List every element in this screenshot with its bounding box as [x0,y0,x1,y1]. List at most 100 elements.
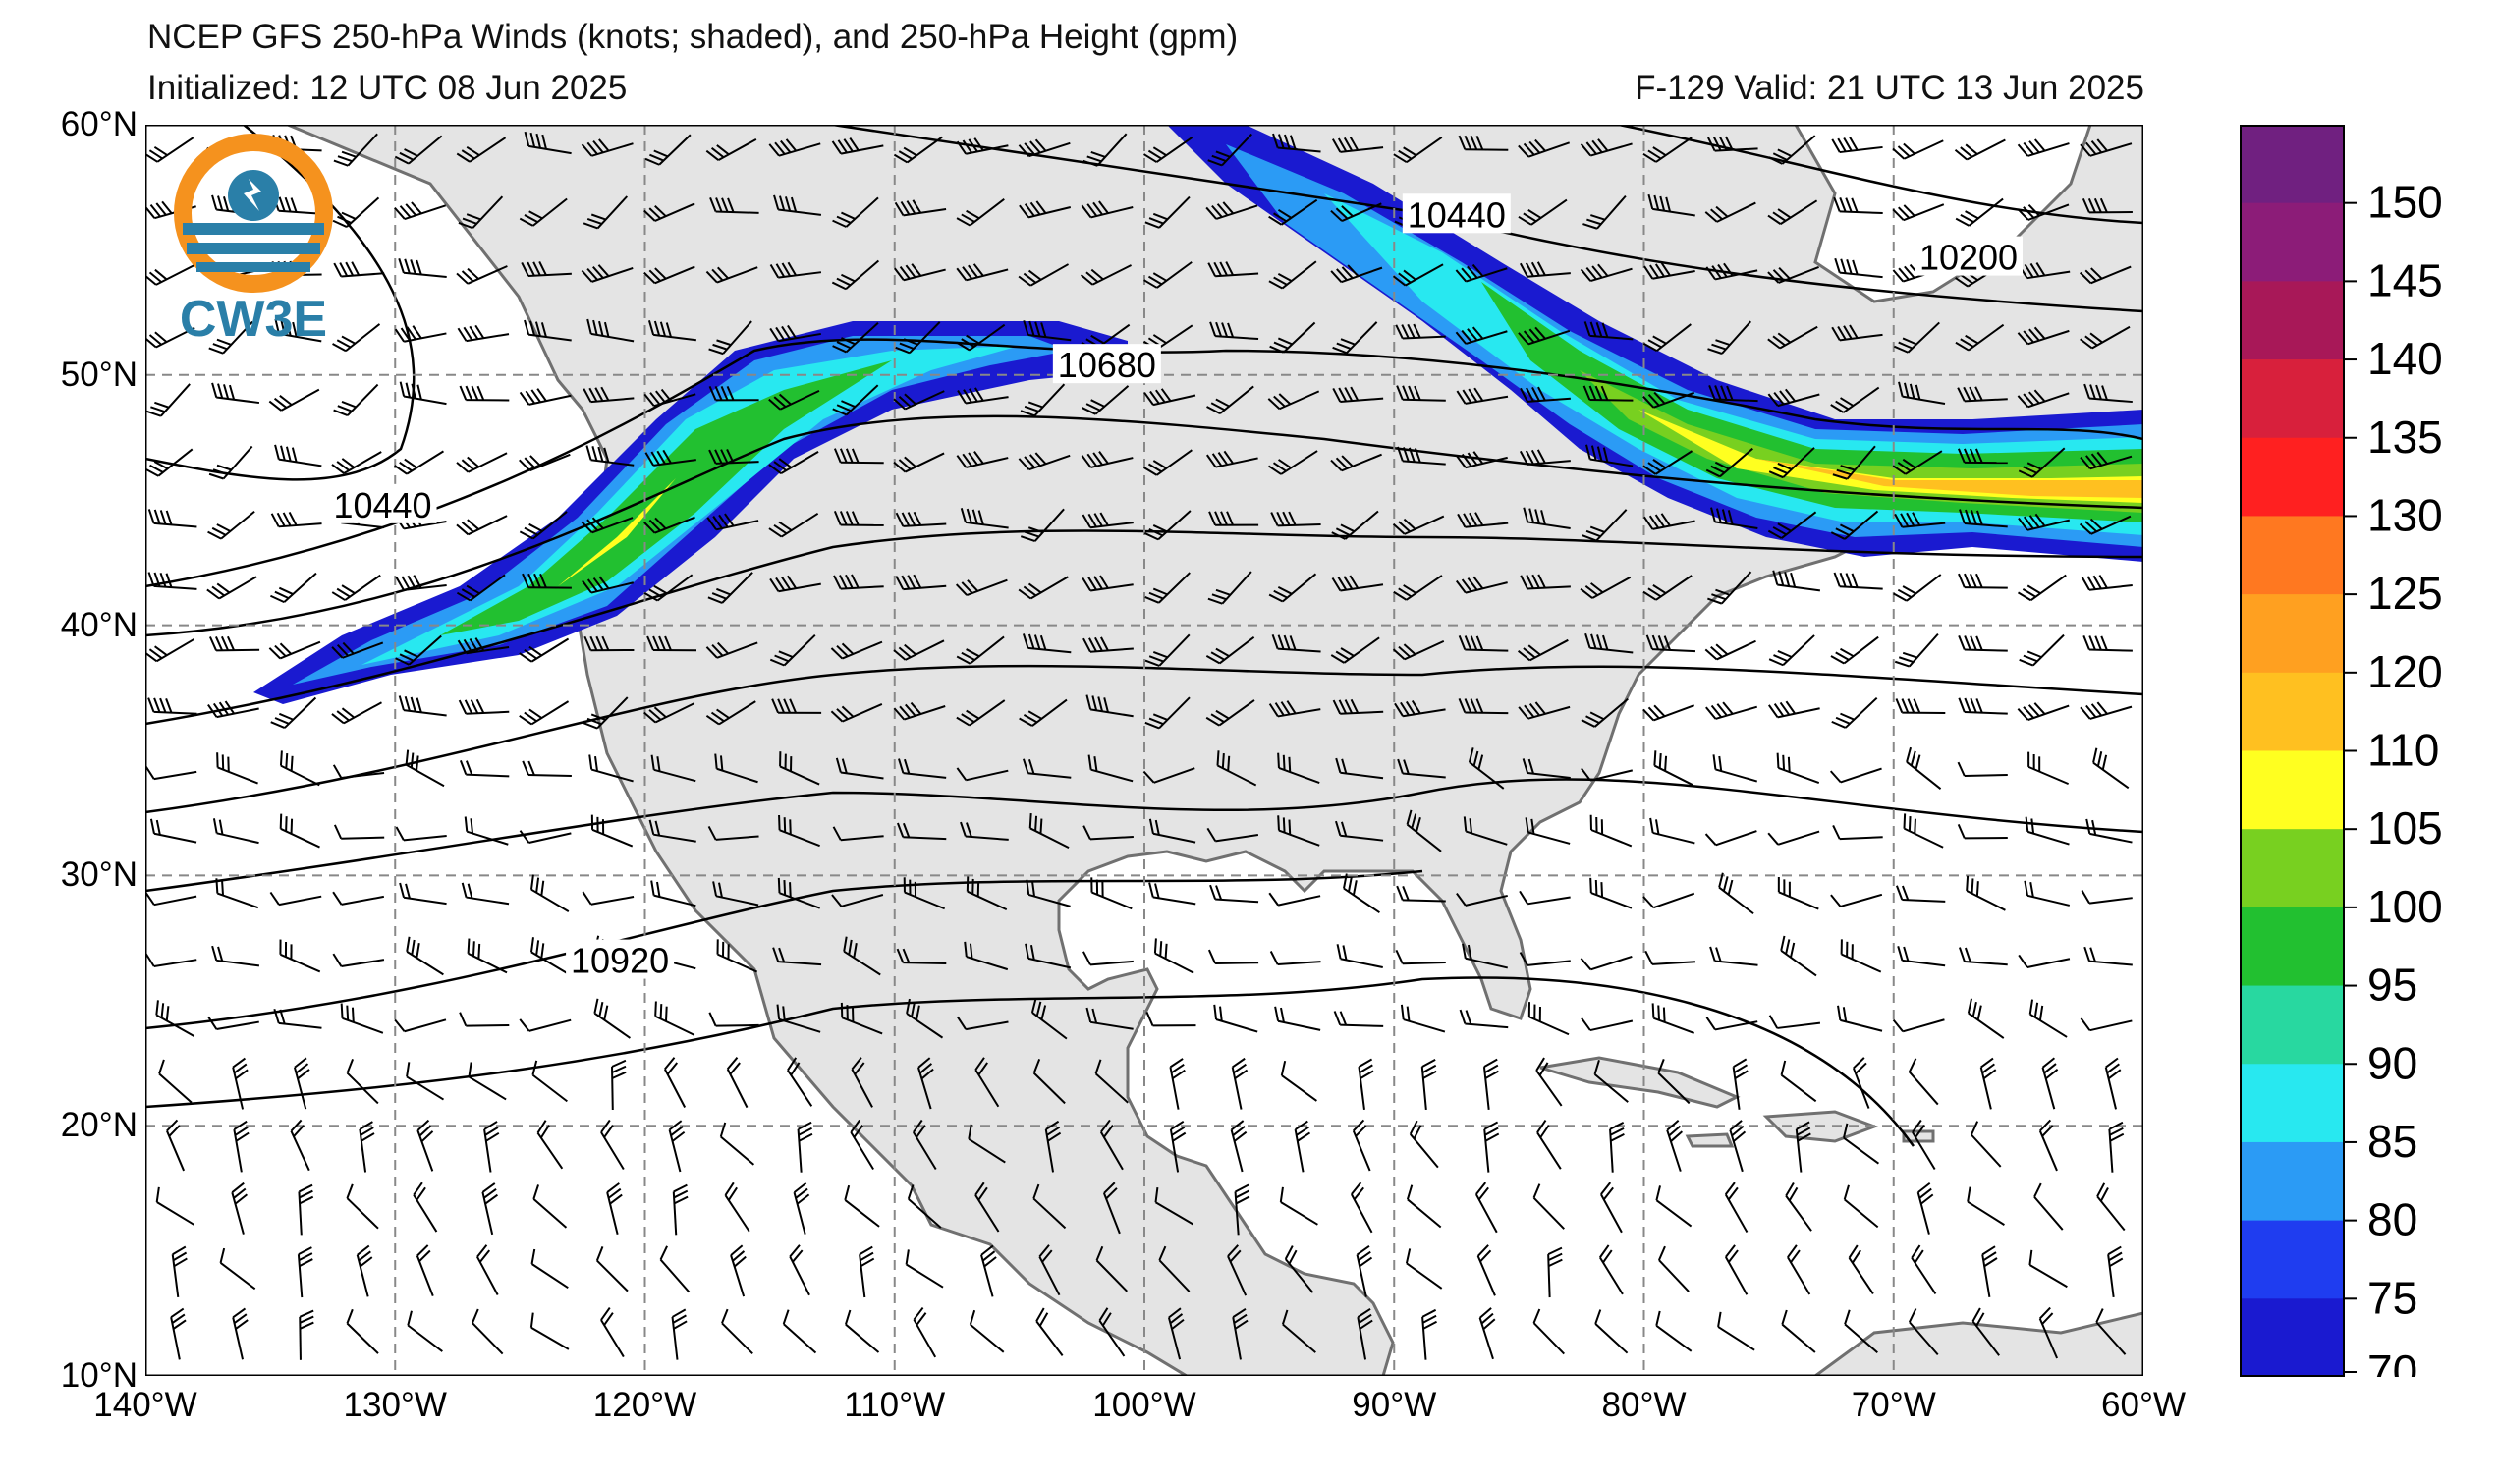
wind-barb [1158,1245,1191,1292]
logo-text: CW3E [180,291,327,348]
wind-barb [771,698,822,714]
wind-barb [2018,954,2071,968]
wind-barb [721,1308,753,1355]
wind-barb [1268,198,1318,226]
map-plot: 10440 10680 10440 10200 10920 CW3E [145,125,2143,1376]
wind-barb [1032,1183,1067,1230]
wind-barb [529,937,570,975]
wind-barb [1906,746,1942,790]
wind-barb [1967,998,2005,1039]
wind-barb [896,822,947,841]
lon-tick-label: 90°W [1352,1386,1437,1424]
wind-barb [1330,636,1380,664]
wind-barb [395,575,447,591]
wind-barb [457,324,510,343]
wind-barb [272,195,322,215]
contour-label: 10440 [333,485,431,525]
wind-barb [851,1057,873,1108]
wind-barb [208,445,253,480]
wind-barb [1518,198,1568,226]
wind-barb [585,445,635,467]
wind-barb [1979,1057,1997,1110]
wind-barb [290,1119,310,1172]
colorbar-segment [2241,594,2344,674]
wind-barb [529,1312,570,1350]
wind-barb [1527,1002,1570,1036]
colorbar-segment [2241,202,2344,282]
wind-barb [893,136,943,164]
wind-barb [643,202,695,222]
wind-barb [359,1121,375,1173]
wind-barb [716,939,758,973]
wind-barb [207,700,259,719]
wind-barb [1767,199,1818,225]
wind-barb [333,383,379,416]
wind-barb [1898,381,1946,405]
colorbar-tick-label: 145 [2367,254,2443,305]
wind-barb [413,1182,438,1233]
wind-barb [279,813,320,849]
wind-barb [1272,133,1321,153]
wind-barb [1393,575,1443,601]
wind-barb [1099,1119,1124,1171]
wind-barb [650,880,696,907]
wind-barb [671,1308,688,1360]
wind-barb [844,1184,880,1228]
wind-barb [1395,949,1446,965]
wind-barb [171,1245,188,1298]
colorbar-tick-label: 135 [2367,412,2443,463]
wind-barb [1478,1307,1496,1360]
wind-barb [524,131,572,155]
wind-barb [1705,1017,1758,1031]
wind-barb [1333,1011,1384,1027]
wind-barb [2025,816,2070,846]
wind-barb [773,194,822,216]
wind-barb [298,1183,314,1236]
wind-barb [1267,450,1318,475]
wind-barb [895,511,947,527]
wind-barb [1095,1245,1129,1292]
wind-barb [1392,639,1445,661]
wind-barb [906,998,944,1039]
wind-barb [643,388,696,408]
wind-barb [583,696,629,730]
wind-barb [588,754,634,783]
wind-barb [147,697,197,715]
wind-barb [2092,747,2130,790]
valid-time: F-129 Valid: 21 UTC 13 Jun 2025 [1635,69,2144,107]
wind-barb [1230,1120,1248,1173]
wind-barb [1520,574,1571,590]
wind-barb [1831,696,1878,729]
wind-barb [1207,571,1252,605]
wind-barb [956,137,1009,155]
wind-barb [2095,1308,2127,1355]
wind-barb [974,1057,1000,1108]
wind-barb [1169,1120,1187,1173]
wind-barb [2085,818,2133,844]
wind-barb [531,1060,568,1103]
wind-barb [1482,1058,1499,1110]
wind-barb [407,1310,443,1352]
cuba [1539,1056,1741,1109]
wind-barb [1585,444,1634,467]
wind-barb [1455,326,1508,345]
wind-barb [1892,450,1943,475]
wind-barb [145,448,194,477]
wind-barb [643,516,695,534]
height-contours [145,125,2143,1147]
wind-barb [1483,1121,1500,1173]
wind-barb [956,767,1009,782]
wind-barb [1518,138,1571,158]
wind-barb [1144,696,1191,730]
wind-barb [707,825,759,841]
wind-barb [476,1244,499,1295]
wind-barb [1767,265,1819,284]
wind-barb [1330,264,1383,284]
wind-barb [913,1119,937,1171]
wind-barb [730,1244,747,1297]
wind-barb [1957,386,2008,403]
wind-barb [1330,202,1382,222]
colorbar-segment [2241,829,2344,908]
wind-barb [643,702,695,724]
wind-barb [1081,451,1134,468]
